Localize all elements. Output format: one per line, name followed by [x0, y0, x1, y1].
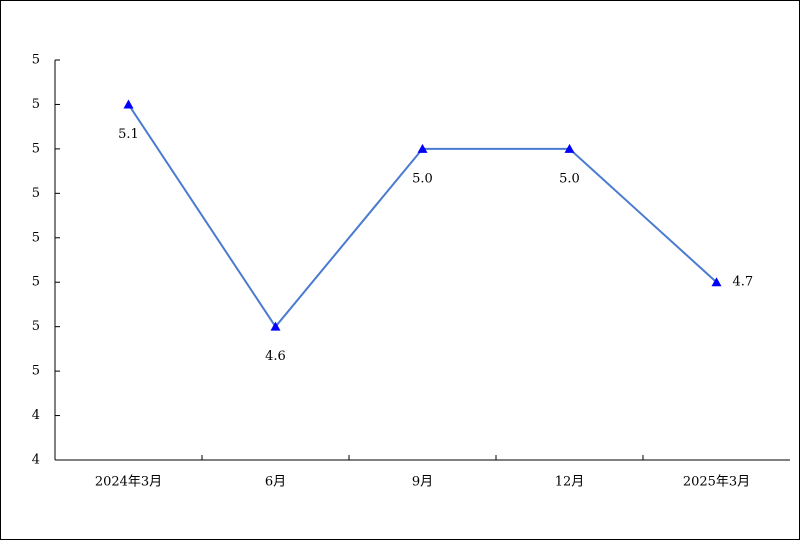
y-tick-label: 4 — [32, 453, 40, 468]
marker — [270, 321, 281, 331]
marker — [417, 143, 428, 153]
y-tick-label: 5 — [32, 230, 40, 245]
data-label: 4.6 — [265, 349, 286, 364]
x-tick-label: 12月 — [555, 475, 585, 490]
marker — [711, 277, 722, 287]
x-tick-label: 2025年3月 — [683, 475, 750, 490]
y-tick-label: 5 — [32, 186, 40, 201]
x-tick-label: 6月 — [265, 475, 286, 490]
y-tick-label: 5 — [32, 53, 40, 68]
marker — [564, 143, 575, 153]
y-tick-label: 5 — [32, 275, 40, 290]
x-tick-label: 2024年3月 — [95, 475, 162, 490]
y-tick-label: 5 — [32, 364, 40, 379]
data-label: 5.1 — [118, 127, 139, 142]
y-tick-label: 5 — [32, 97, 40, 112]
data-label: 5.0 — [559, 171, 580, 186]
data-label: 4.7 — [733, 275, 754, 290]
marker — [123, 99, 134, 109]
x-tick-label: 9月 — [412, 475, 433, 490]
y-tick-label: 4 — [32, 408, 40, 423]
y-tick-label: 5 — [32, 141, 40, 156]
data-label: 5.0 — [412, 171, 433, 186]
y-tick-label: 5 — [32, 319, 40, 334]
